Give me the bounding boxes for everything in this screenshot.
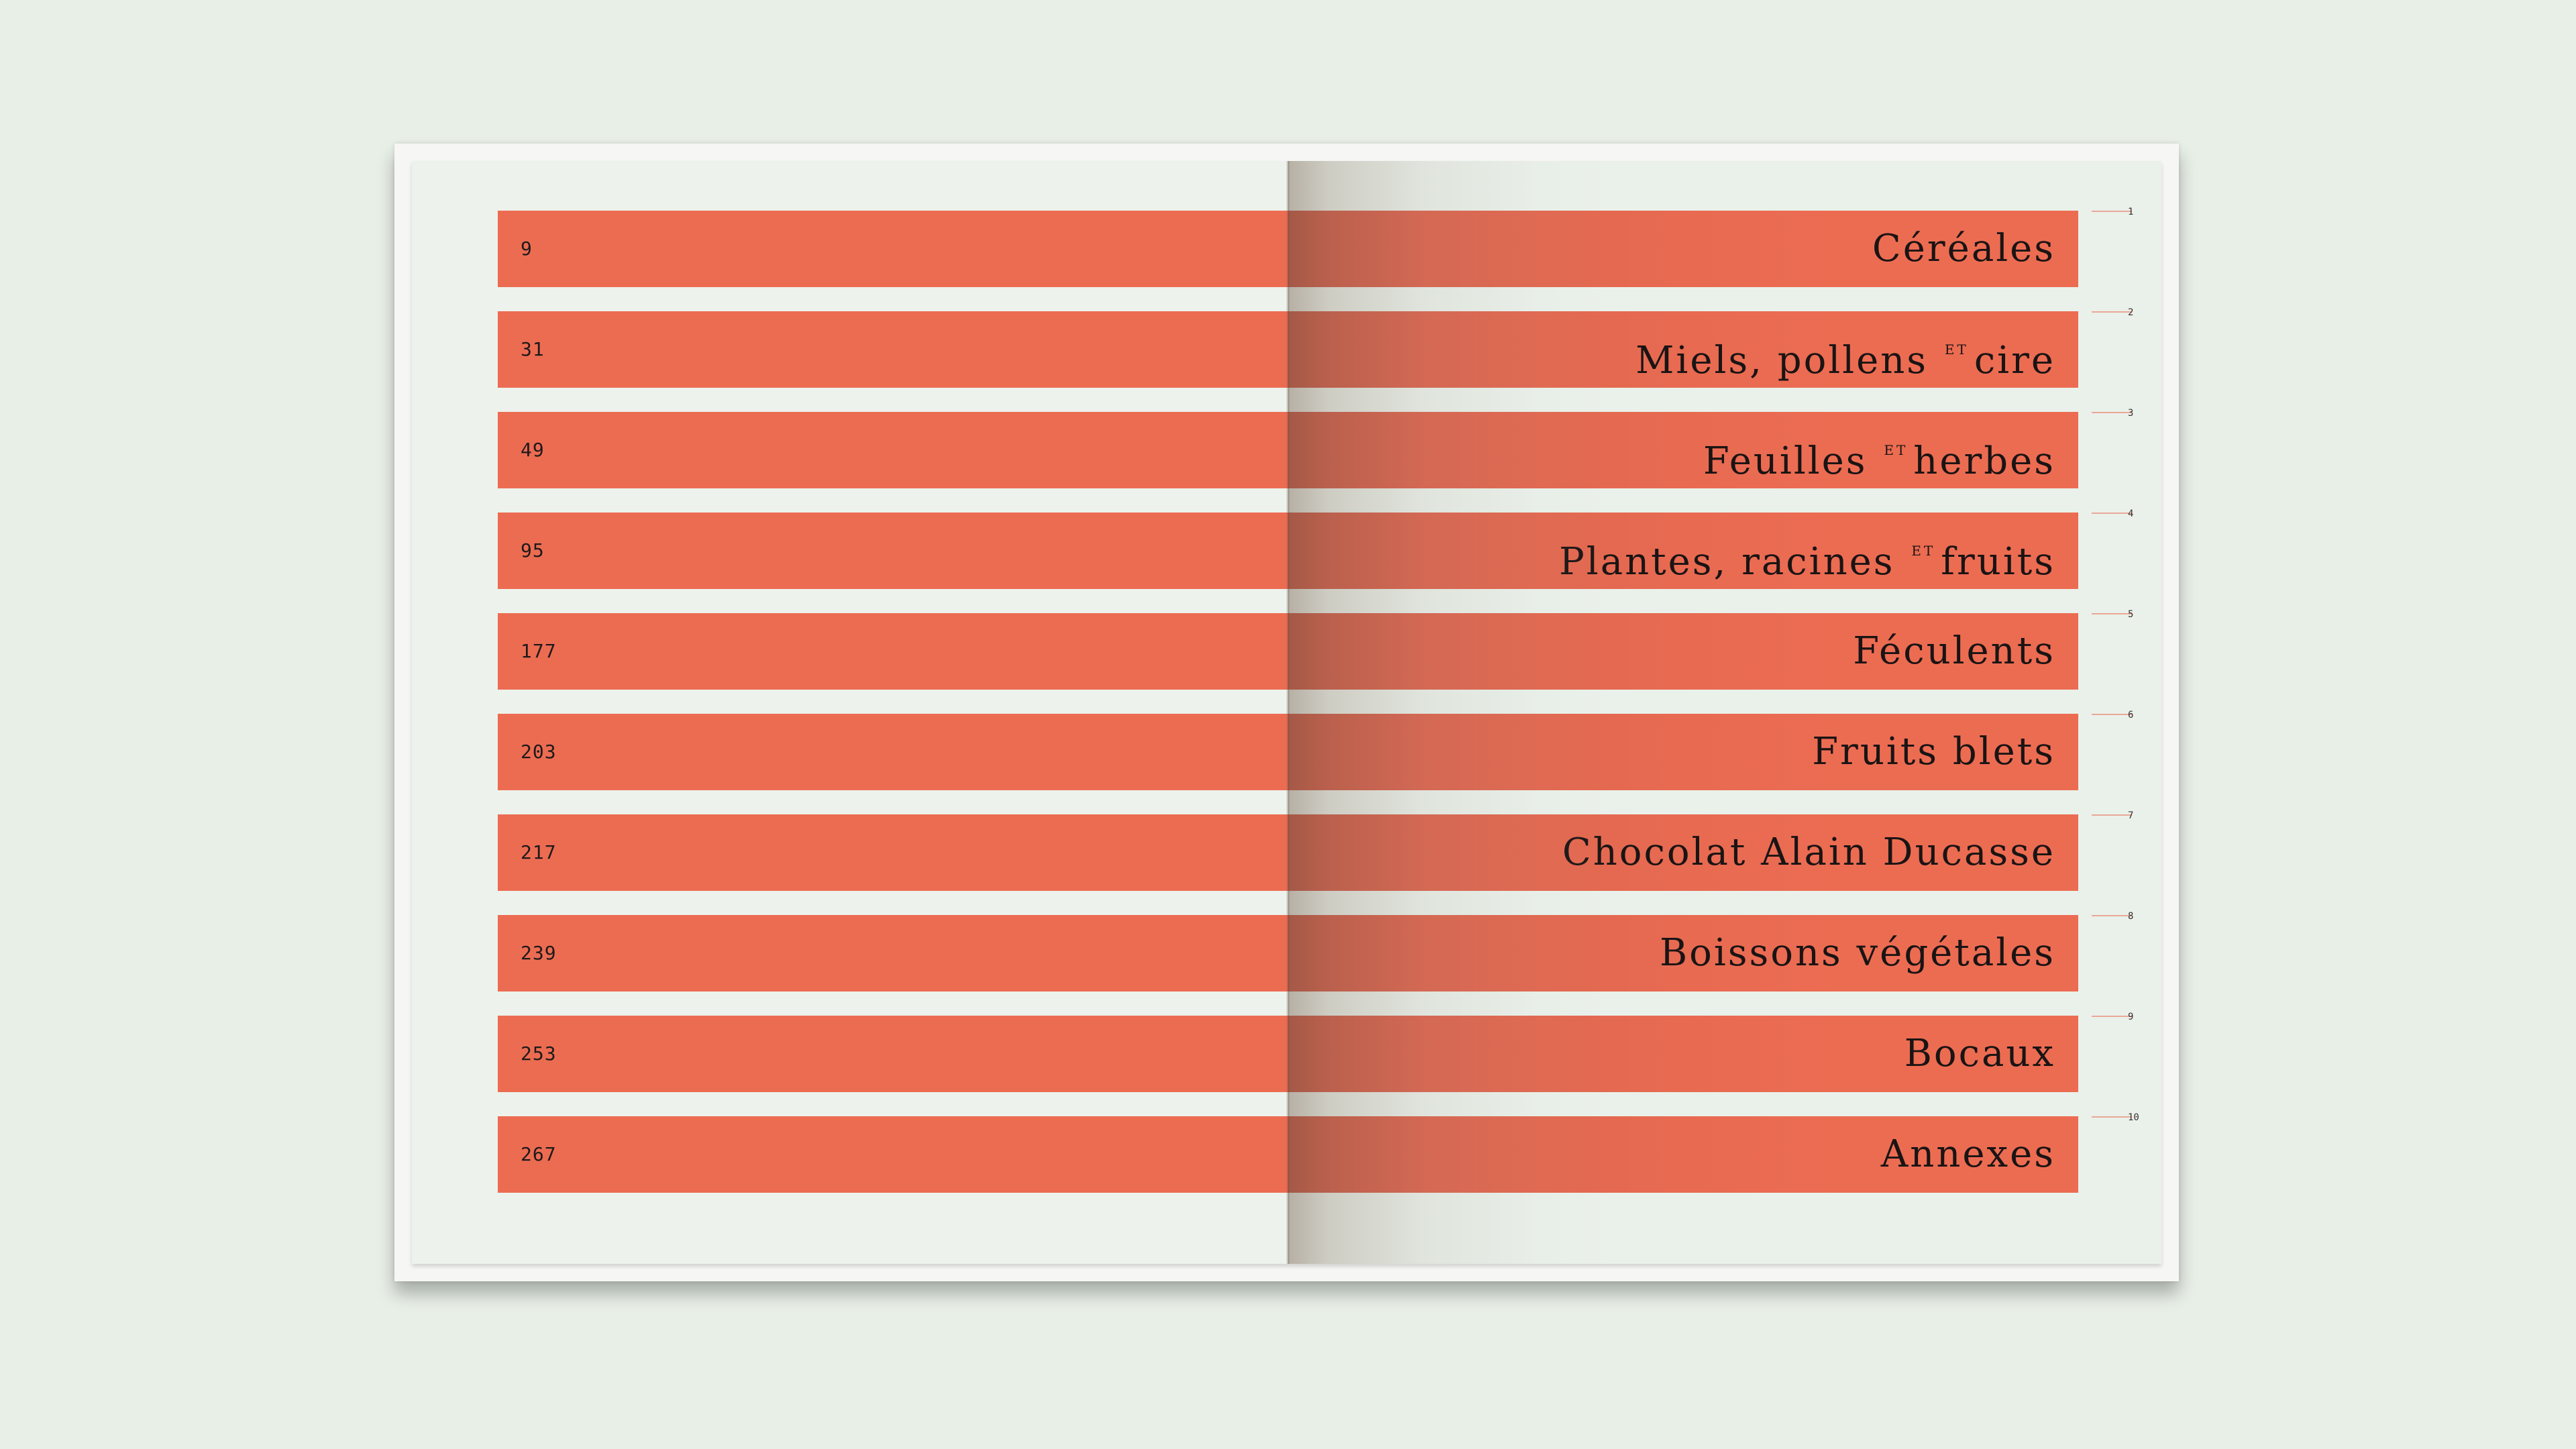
toc-entry[interactable]: 267 Annexes — [498, 1116, 2078, 1193]
toc-chapter-title: Céréales — [1872, 211, 2055, 287]
table-of-contents: 9 Céréales 31 Miels, pollens ET cire 49 Feuill… — [498, 211, 2078, 1217]
chapter-marker-line — [2092, 1116, 2132, 1118]
toc-chapter-title: Feuilles ET herbes — [1703, 412, 2055, 500]
toc-title-main: Feuilles — [1703, 439, 1868, 483]
toc-title-conjunction: ET — [1884, 442, 1909, 458]
chapter-marker-number: 2 — [2128, 307, 2134, 318]
band-gutter-tone — [1288, 814, 2078, 891]
chapter-marker-number: 1 — [2128, 207, 2134, 217]
chapter-marker-line — [2092, 613, 2132, 614]
toc-title-conjunction: ET — [1911, 543, 1936, 559]
toc-chapter-title: Annexes — [1881, 1116, 2055, 1193]
band-gutter-tone — [1288, 613, 2078, 690]
toc-chapter-title: Fruits blets — [1812, 714, 2055, 790]
toc-title-main: Fruits blets — [1812, 730, 2055, 773]
toc-page-number: 95 — [521, 539, 545, 561]
toc-title-main: Boissons végétales — [1659, 931, 2055, 975]
chapter-marker-number: 10 — [2128, 1112, 2139, 1123]
toc-page-number: 217 — [521, 841, 557, 863]
toc-title-main: Féculents — [1853, 629, 2055, 673]
toc-title-main: Chocolat Alain Ducasse — [1562, 830, 2055, 874]
band-gutter-tone — [1288, 714, 2078, 790]
chapter-marker-number: 3 — [2128, 408, 2134, 419]
chapter-marker-number: 6 — [2128, 710, 2134, 720]
toc-entry[interactable]: 95 Plantes, racines ET fruits — [498, 513, 2078, 589]
toc-page-number: 9 — [521, 237, 533, 260]
band-gutter-tone — [1288, 513, 2078, 589]
toc-entry[interactable]: 9 Céréales — [498, 211, 2078, 287]
chapter-marker-number: 7 — [2128, 810, 2134, 821]
toc-title-main: Céréales — [1872, 227, 2055, 270]
toc-entry[interactable]: 217 Chocolat Alain Ducasse — [498, 814, 2078, 891]
toc-chapter-title: Boissons végétales — [1660, 915, 2055, 991]
band-gutter-tone — [1288, 412, 2078, 488]
toc-entry[interactable]: 177 Féculents — [498, 613, 2078, 690]
toc-page-number: 203 — [521, 741, 557, 763]
toc-chapter-title: Bocaux — [1904, 1016, 2055, 1092]
band-gutter-tone — [1288, 915, 2078, 991]
chapter-marker-number: 5 — [2128, 609, 2134, 620]
band-gutter-tone — [1288, 1116, 2078, 1193]
band-gutter-tone — [1288, 1016, 2078, 1092]
toc-chapter-title: Miels, pollens ET cire — [1635, 311, 2055, 399]
chapter-marker-line — [2092, 915, 2132, 916]
toc-chapter-title: Chocolat Alain Ducasse — [1562, 814, 2055, 891]
toc-page-number: 253 — [521, 1042, 557, 1065]
toc-title-main: Bocaux — [1904, 1032, 2055, 1075]
chapter-marker-number: 9 — [2128, 1012, 2134, 1022]
chapter-marker-line — [2092, 412, 2132, 413]
chapter-marker-line — [2092, 211, 2132, 212]
toc-page-number: 239 — [521, 942, 557, 964]
book-gutter — [1287, 161, 1289, 1264]
toc-page-number: 177 — [521, 640, 557, 662]
toc-entry[interactable]: 239 Boissons végétales — [498, 915, 2078, 991]
toc-title-main: Annexes — [1880, 1132, 2055, 1176]
chapter-marker-line — [2092, 714, 2132, 715]
toc-title-end: cire — [1974, 339, 2055, 382]
chapter-marker-line — [2092, 311, 2132, 313]
toc-title-end: herbes — [1913, 439, 2055, 483]
open-book-pages: 9 Céréales 31 Miels, pollens ET cire 49 Feuill… — [412, 161, 2161, 1264]
toc-title-main: Miels, pollens — [1635, 339, 1929, 382]
toc-title-conjunction: ET — [1944, 341, 1969, 358]
chapter-marker-number: 8 — [2128, 911, 2134, 922]
toc-title-main: Plantes, racines — [1559, 540, 1895, 584]
toc-chapter-title: Plantes, racines ET fruits — [1559, 513, 2055, 600]
chapter-marker-line — [2092, 513, 2132, 514]
toc-entry[interactable]: 203 Fruits blets — [498, 714, 2078, 790]
toc-entry[interactable]: 253 Bocaux — [498, 1016, 2078, 1092]
toc-entry[interactable]: 31 Miels, pollens ET cire — [498, 311, 2078, 388]
chapter-marker-number: 4 — [2128, 508, 2134, 519]
chapter-marker-line — [2092, 814, 2132, 816]
chapter-marker-line — [2092, 1016, 2132, 1017]
toc-page-number: 267 — [521, 1143, 557, 1165]
toc-chapter-title: Féculents — [1853, 613, 2055, 690]
toc-page-number: 31 — [521, 338, 545, 360]
toc-page-number: 49 — [521, 439, 545, 461]
toc-entry[interactable]: 49 Feuilles ET herbes — [498, 412, 2078, 488]
band-gutter-tone — [1288, 211, 2078, 287]
band-gutter-tone — [1288, 311, 2078, 388]
toc-title-end: fruits — [1941, 540, 2055, 584]
